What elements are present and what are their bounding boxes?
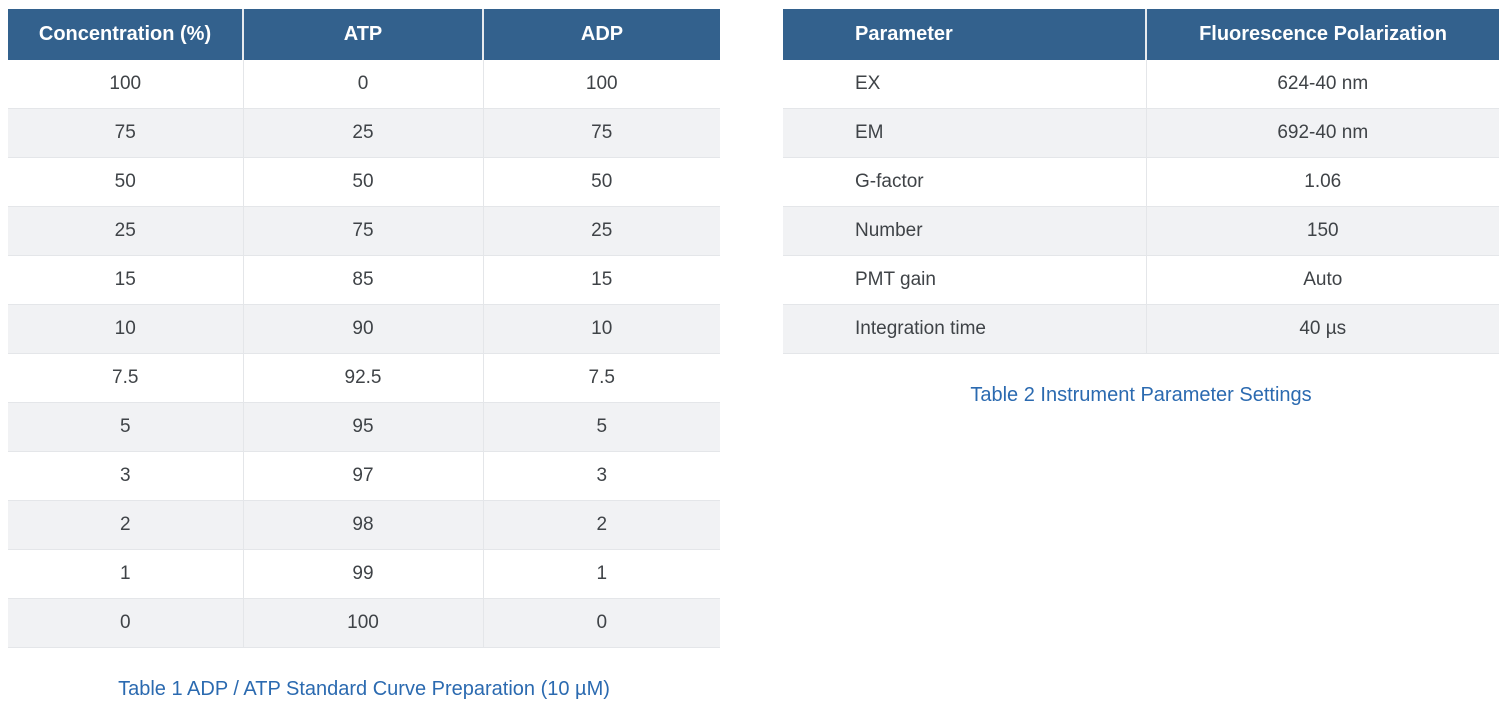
table-cell-value: 150 <box>1145 206 1499 256</box>
header-cell-fluorescence-polarization: Fluorescence Polarization <box>1145 9 1499 60</box>
header-cell-adp: ADP <box>482 9 720 60</box>
table-cell: 95 <box>242 402 483 452</box>
table-header-row: Concentration (%) ATP ADP <box>8 9 720 60</box>
table-cell: 92.5 <box>242 353 483 403</box>
table-cell: 97 <box>242 451 483 501</box>
table-row: 7.5 92.5 7.5 <box>8 353 720 403</box>
table-cell: 0 <box>242 60 483 109</box>
table-cell: 10 <box>8 304 243 354</box>
table-cell: 25 <box>242 108 483 158</box>
table1-caption: Table 1 ADP / ATP Standard Curve Prepara… <box>118 678 610 700</box>
table-row: 100 0 100 <box>8 60 720 109</box>
table-cell: 0 <box>482 598 720 648</box>
table-cell: 25 <box>8 206 243 256</box>
table-row: PMT gain Auto <box>783 255 1499 305</box>
table-cell-parameter: EX <box>783 60 1146 109</box>
table-cell: 90 <box>242 304 483 354</box>
table-cell-parameter: EM <box>783 108 1146 158</box>
table-cell: 99 <box>242 549 483 599</box>
table-cell: 15 <box>482 255 720 305</box>
table-cell: 2 <box>482 500 720 550</box>
table2-caption: Table 2 Instrument Parameter Settings <box>970 384 1312 406</box>
table-row: EX 624-40 nm <box>783 60 1499 109</box>
adp-atp-standard-curve-section: Concentration (%) ATP ADP 100 0 100 75 2… <box>8 9 720 701</box>
table-cell-parameter: Number <box>783 206 1146 256</box>
table-cell: 50 <box>242 157 483 207</box>
table-row: 2 98 2 <box>8 500 720 550</box>
table-cell: 3 <box>8 451 243 501</box>
table-row: 15 85 15 <box>8 255 720 305</box>
instrument-parameters-table: Parameter Fluorescence Polarization EX 6… <box>783 9 1499 354</box>
table-cell-value: 692-40 nm <box>1145 108 1499 158</box>
table-cell: 25 <box>482 206 720 256</box>
table-cell: 50 <box>8 157 243 207</box>
table-cell-value: Auto <box>1145 255 1499 305</box>
table-cell: 10 <box>482 304 720 354</box>
table-cell: 50 <box>482 157 720 207</box>
header-cell-atp: ATP <box>242 9 483 60</box>
header-cell-parameter: Parameter <box>783 9 1146 60</box>
table-header-row: Parameter Fluorescence Polarization <box>783 9 1499 60</box>
table-cell: 98 <box>242 500 483 550</box>
table-cell: 7.5 <box>482 353 720 403</box>
table-cell-value: 40 µs <box>1145 304 1499 354</box>
table-row: G-factor 1.06 <box>783 157 1499 207</box>
table-cell: 5 <box>482 402 720 452</box>
table-row: 25 75 25 <box>8 206 720 256</box>
table-cell: 75 <box>242 206 483 256</box>
instrument-parameters-section: Parameter Fluorescence Polarization EX 6… <box>783 9 1499 407</box>
table-row: 0 100 0 <box>8 598 720 648</box>
table-row: EM 692-40 nm <box>783 108 1499 158</box>
table-cell: 85 <box>242 255 483 305</box>
table-cell: 15 <box>8 255 243 305</box>
table-cell: 7.5 <box>8 353 243 403</box>
table-cell: 75 <box>482 108 720 158</box>
table-cell-value: 624-40 nm <box>1145 60 1499 109</box>
table-cell: 0 <box>8 598 243 648</box>
table-cell-parameter: PMT gain <box>783 255 1146 305</box>
adp-atp-standard-curve-table: Concentration (%) ATP ADP 100 0 100 75 2… <box>8 9 720 648</box>
table-row: Number 150 <box>783 206 1499 256</box>
table-cell: 2 <box>8 500 243 550</box>
table-row: Integration time 40 µs <box>783 304 1499 354</box>
table-cell-value: 1.06 <box>1145 157 1499 207</box>
table-cell: 3 <box>482 451 720 501</box>
table-cell: 100 <box>242 598 483 648</box>
table-cell-parameter: Integration time <box>783 304 1146 354</box>
table-cell: 1 <box>8 549 243 599</box>
header-cell-concentration: Concentration (%) <box>8 9 243 60</box>
table-row: 3 97 3 <box>8 451 720 501</box>
table-row: 10 90 10 <box>8 304 720 354</box>
table-row: 5 95 5 <box>8 402 720 452</box>
table-cell-parameter: G-factor <box>783 157 1146 207</box>
table-cell: 1 <box>482 549 720 599</box>
table-cell: 100 <box>8 60 243 109</box>
table-row: 1 99 1 <box>8 549 720 599</box>
table-cell: 100 <box>482 60 720 109</box>
table-row: 75 25 75 <box>8 108 720 158</box>
table-row: 50 50 50 <box>8 157 720 207</box>
table-cell: 5 <box>8 402 243 452</box>
table-cell: 75 <box>8 108 243 158</box>
